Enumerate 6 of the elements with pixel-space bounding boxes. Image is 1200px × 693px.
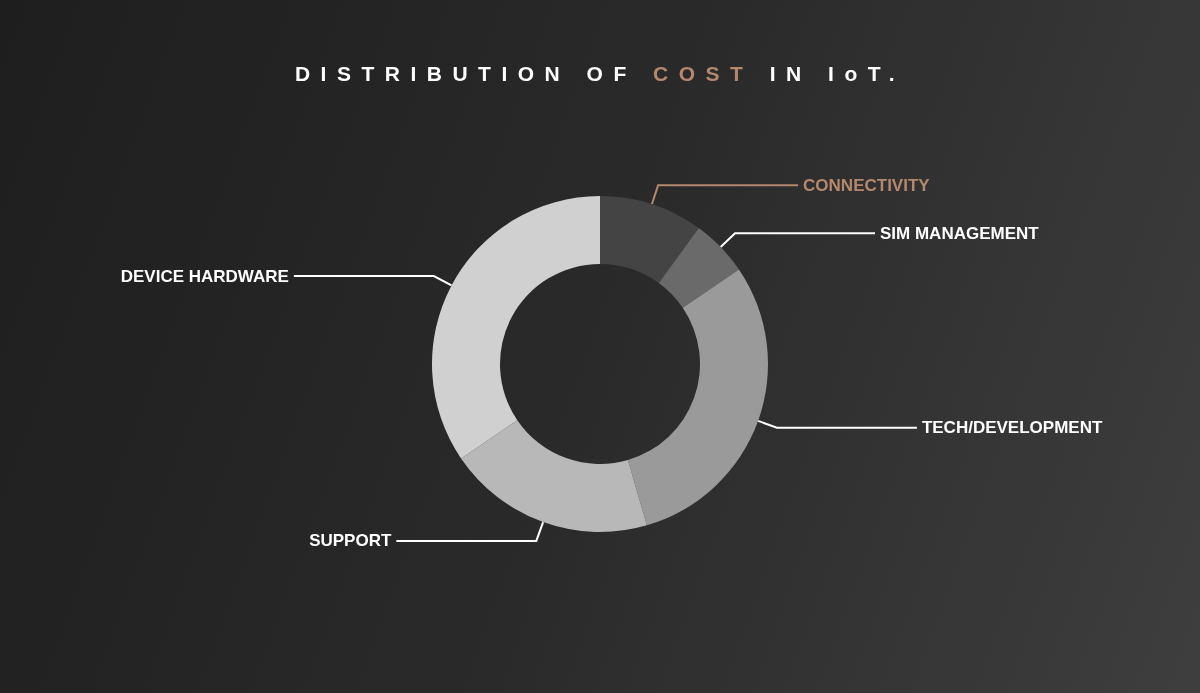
slice-label: SUPPORT	[309, 531, 392, 551]
slice-label: TECH/DEVELOPMENT	[921, 418, 1103, 438]
slice-label: DEVICE HARDWARE	[120, 266, 289, 286]
slice-label: SIM MANAGEMENT	[880, 223, 1040, 243]
slice-label: CONNECTIVITY	[803, 175, 931, 195]
chart-title: DISTRIBUTION OF COST IN IoT.	[294, 62, 906, 85]
